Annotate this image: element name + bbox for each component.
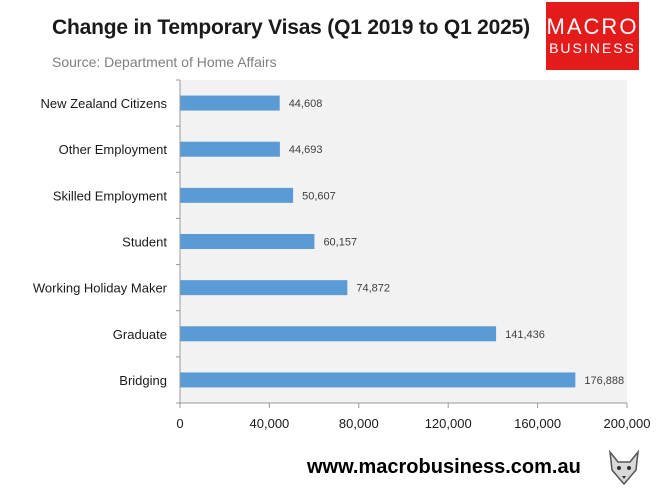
data-label: 44,693 (289, 144, 323, 156)
data-label: 50,607 (302, 190, 336, 202)
logo-line-1: MACRO (546, 14, 639, 39)
x-tick-label: 0 (176, 416, 183, 431)
data-label: 141,436 (505, 329, 545, 341)
category-label: Working Holiday Maker (33, 281, 168, 296)
data-label: 74,872 (356, 283, 390, 295)
bar (180, 187, 294, 203)
bar (180, 234, 315, 249)
data-label: 60,157 (323, 237, 357, 249)
bar (180, 95, 280, 111)
chart-title: Change in Temporary Visas (Q1 2019 to Q1… (52, 16, 530, 39)
x-tick-label: 80,000 (339, 416, 379, 431)
website-url: www.macrobusiness.com.au (307, 456, 581, 478)
category-label: Bridging (119, 373, 167, 388)
fox-mascot-icon (604, 448, 644, 488)
category-label: Graduate (113, 327, 167, 342)
x-tick-label: 40,000 (250, 416, 290, 431)
x-tick-label: 200,000 (604, 416, 651, 431)
x-tick-label: 120,000 (425, 416, 472, 431)
category-label: Skilled Employment (53, 188, 168, 203)
logo-line-2: BUSINESS (549, 40, 636, 56)
data-label: 44,608 (289, 98, 323, 110)
x-tick-label: 160,000 (514, 416, 561, 431)
bar (180, 326, 497, 342)
category-label: Student (122, 235, 167, 250)
category-label: Other Employment (59, 142, 168, 157)
data-label: 176,888 (584, 375, 624, 387)
bar (180, 280, 348, 296)
category-label: New Zealand Citizens (41, 96, 168, 111)
bar (180, 141, 280, 157)
macrobusiness-logo: MACRO BUSINESS (546, 2, 639, 70)
bar (180, 372, 576, 388)
chart-source: Source: Department of Home Affairs (52, 54, 277, 70)
